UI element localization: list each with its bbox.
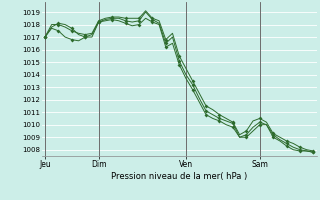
X-axis label: Pression niveau de la mer( hPa ): Pression niveau de la mer( hPa ): [111, 172, 247, 181]
